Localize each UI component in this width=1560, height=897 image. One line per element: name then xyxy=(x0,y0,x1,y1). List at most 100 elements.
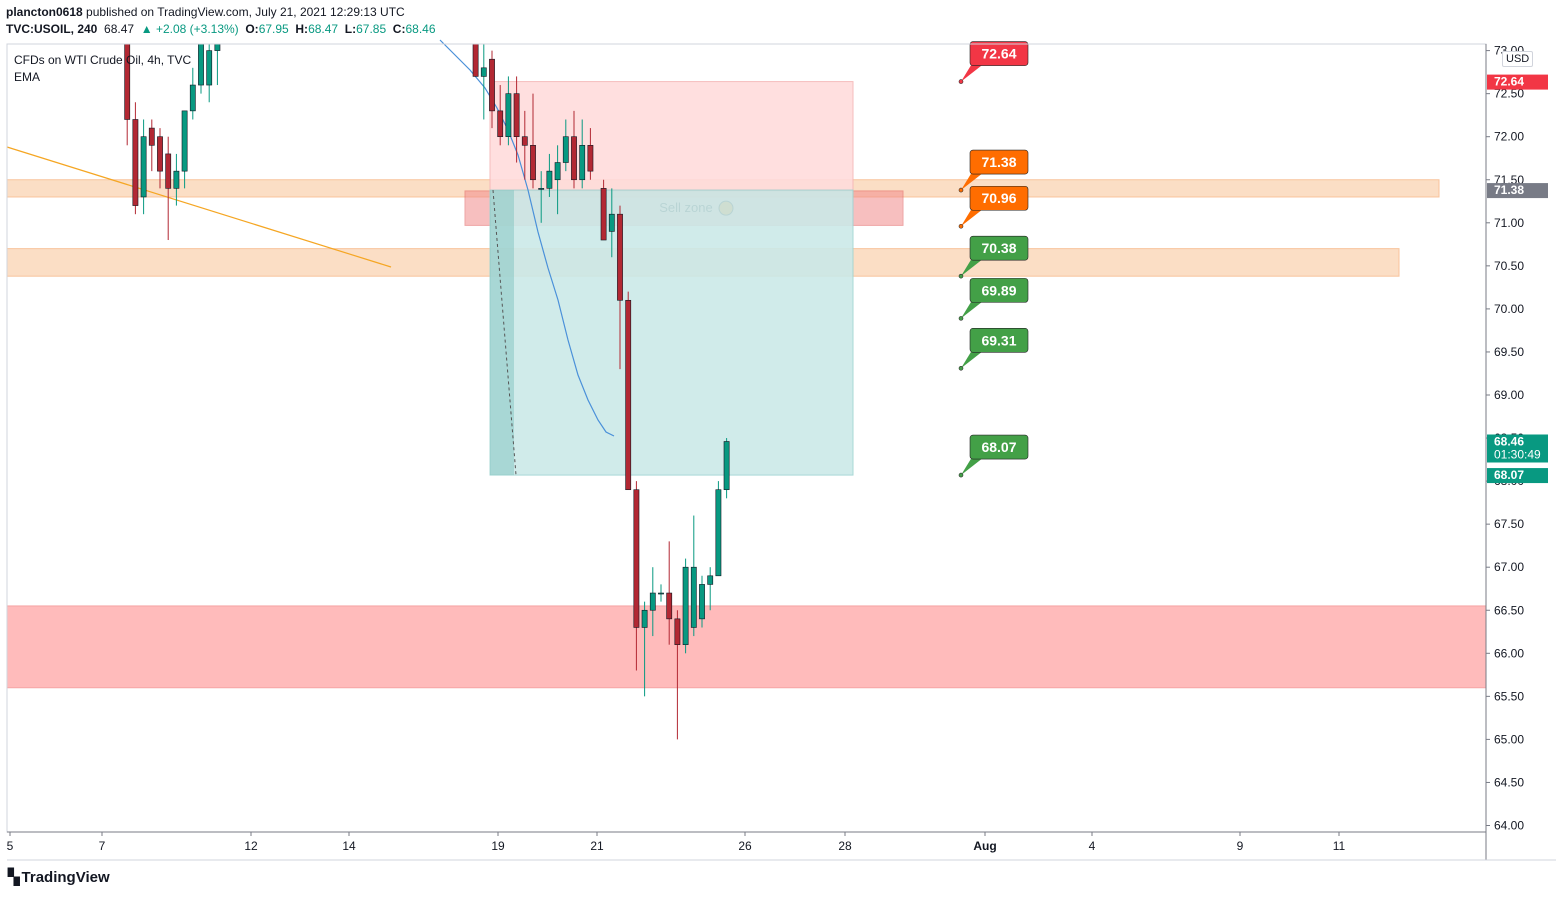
price-tag-value: 68.07 xyxy=(1494,468,1524,482)
candle-body xyxy=(641,609,648,628)
y-tick-label: 69.50 xyxy=(1494,345,1524,359)
y-tick-label: 72.00 xyxy=(1494,130,1524,144)
y-tick-label: 67.00 xyxy=(1494,560,1524,574)
callout-value: 72.64 xyxy=(981,46,1016,62)
x-tick-label: 14 xyxy=(342,839,356,853)
candle-body xyxy=(674,618,681,645)
y-tick-label: 66.00 xyxy=(1494,646,1524,660)
currency-badge[interactable]: USD xyxy=(1502,51,1534,67)
candle-body xyxy=(633,489,640,628)
callout-anchor xyxy=(958,316,964,321)
x-tick-label: 19 xyxy=(491,839,505,853)
candle-body xyxy=(571,136,577,181)
candle-body xyxy=(682,566,689,645)
candle-body xyxy=(715,489,722,577)
candle-body xyxy=(189,84,196,112)
price-callout-71-38[interactable]: 71.38 xyxy=(958,149,1029,193)
price-tag-countdown: 01:30:49 xyxy=(1494,447,1541,461)
y-tick-label: 70.00 xyxy=(1494,302,1524,316)
candle-body xyxy=(497,110,504,138)
callout-anchor xyxy=(958,472,964,478)
y-tick-label: 67.50 xyxy=(1494,517,1524,531)
callout-box xyxy=(969,235,1029,261)
y-tick-label: 69.00 xyxy=(1494,388,1524,402)
lines-layer xyxy=(6,39,615,437)
candle-body xyxy=(472,43,479,77)
candle-body xyxy=(521,136,528,146)
callout-anchor xyxy=(958,79,964,84)
x-tick-label: Aug xyxy=(973,839,996,853)
candle-body xyxy=(625,299,632,491)
candle-body xyxy=(562,136,569,163)
price-callout-72-64[interactable]: 72.64 xyxy=(958,41,1029,84)
y-tick-label: 71.00 xyxy=(1494,216,1524,230)
x-tick-label: 21 xyxy=(590,839,604,853)
callout-box xyxy=(969,149,1029,175)
price-callout-69-89[interactable]: 69.89 xyxy=(958,278,1029,321)
high-value: 68.47 xyxy=(308,22,339,36)
candle-body xyxy=(513,93,520,138)
candle-body xyxy=(554,162,561,181)
callout-box xyxy=(969,434,1029,460)
x-tick-label: 12 xyxy=(244,839,258,853)
brand-name: TradingView xyxy=(21,868,110,886)
candle-body xyxy=(658,592,664,595)
callout-anchor xyxy=(958,273,964,279)
price-callout-70-96[interactable]: 70.96 xyxy=(958,185,1029,229)
candle-body xyxy=(723,441,730,491)
series-legend[interactable]: CFDs on WTI Crude Oil, 4h, TVC EMA xyxy=(14,52,191,86)
x-tick-label: 26 xyxy=(738,839,752,853)
candle-body xyxy=(206,50,213,86)
x-tick-label: 4 xyxy=(1089,839,1096,853)
open-value: 67.95 xyxy=(258,22,289,36)
symbol-label[interactable]: TVC:USOIL, 240 xyxy=(6,22,98,36)
x-tick-label: 5 xyxy=(7,839,14,853)
candle-body xyxy=(690,566,697,628)
candle-body xyxy=(649,592,656,611)
indicator-ema[interactable]: EMA xyxy=(14,70,41,84)
y-tick-label: 66.50 xyxy=(1494,603,1524,617)
position-layer xyxy=(489,81,854,476)
callout-pointer xyxy=(961,258,984,277)
x-tick-label: 7 xyxy=(99,839,106,853)
stop-loss-area xyxy=(489,81,854,191)
y-tick-label: 72.50 xyxy=(1494,87,1524,101)
callout-value: 69.31 xyxy=(981,332,1016,348)
price-tag-bg xyxy=(1487,183,1548,199)
price-tag-value: 72.64 xyxy=(1494,75,1524,89)
candle-body xyxy=(587,145,594,172)
candle-body xyxy=(608,213,615,232)
callout-box xyxy=(969,278,1029,303)
candle-body xyxy=(699,584,705,620)
series-title[interactable]: CFDs on WTI Crude Oil, 4h, TVC xyxy=(14,53,192,67)
callout-anchor xyxy=(958,366,964,371)
price-tag-bg xyxy=(1487,434,1548,463)
candle-body xyxy=(165,153,172,189)
price-tag-value: 68.46 xyxy=(1494,434,1524,448)
callout-value: 68.07 xyxy=(981,439,1016,455)
price-callout-69-31[interactable]: 69.31 xyxy=(958,328,1029,371)
callout-value: 70.96 xyxy=(981,190,1016,206)
candle-body xyxy=(546,170,553,189)
price-callout-68-07[interactable]: 68.07 xyxy=(958,434,1029,478)
low-label: L: xyxy=(344,22,357,36)
position-progress xyxy=(490,190,514,476)
callout-pointer xyxy=(961,172,984,191)
candle-body xyxy=(579,145,586,181)
candle-body xyxy=(600,188,607,241)
candle-body xyxy=(173,170,180,189)
author-name[interactable]: plancton0618 xyxy=(6,5,83,19)
take-profit-area xyxy=(489,189,854,476)
price-callout-70-38[interactable]: 70.38 xyxy=(958,235,1029,279)
candle-body xyxy=(707,575,714,585)
target-labels-layer: 72.64 71.38 70.96 70.38 69.89 69.31 68.07 xyxy=(958,41,1029,478)
candle-body xyxy=(140,136,147,198)
x-tick-label: 9 xyxy=(1237,839,1244,853)
price-tag-bg xyxy=(1487,74,1548,90)
callout-anchor xyxy=(958,223,964,229)
candles-layer xyxy=(124,43,730,740)
callout-value: 71.38 xyxy=(981,154,1016,170)
last-price: 68.47 xyxy=(104,22,135,36)
tradingview-logo[interactable]: ▚ TradingView xyxy=(8,868,110,887)
